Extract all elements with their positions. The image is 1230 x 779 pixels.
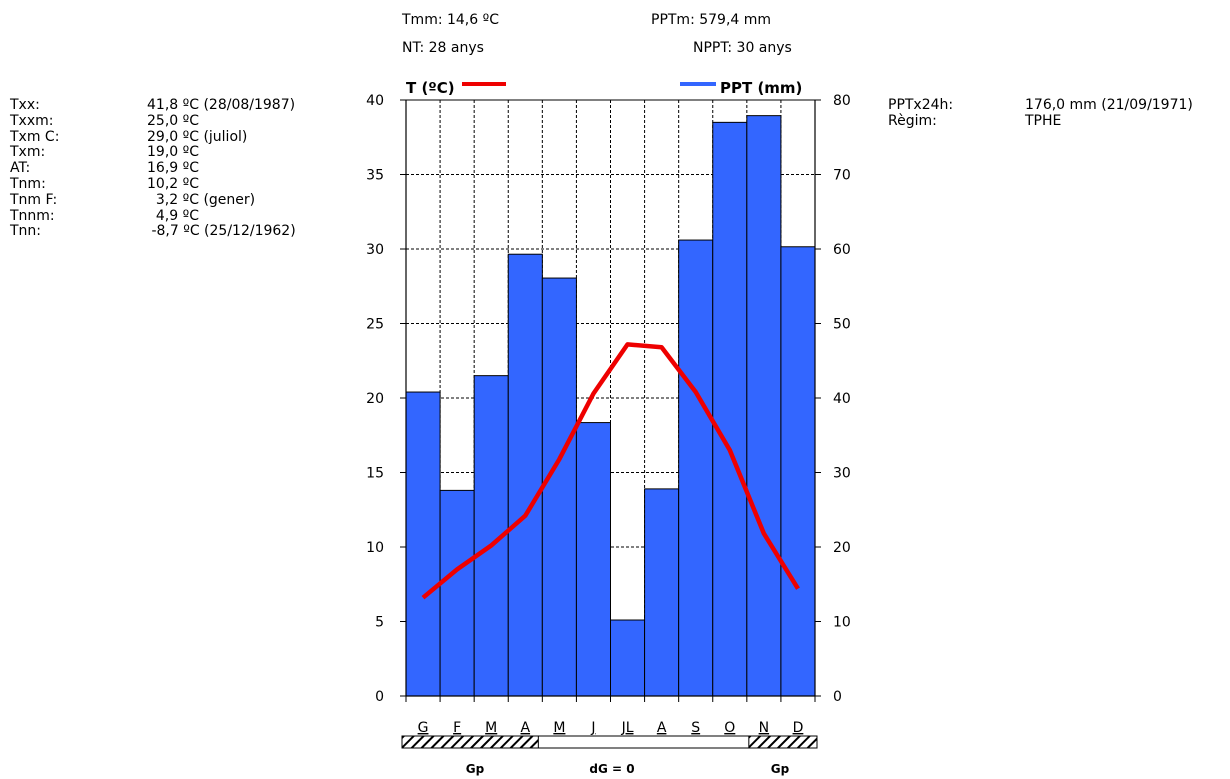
legend-temperature-label: T (ºC) xyxy=(406,79,455,97)
month-label: A xyxy=(657,720,667,736)
precipitation-bar xyxy=(405,391,441,697)
stat-value: -8,7 ºC (25/12/1962) xyxy=(147,223,296,240)
y-right-tick-label: 10 xyxy=(833,615,851,631)
bottom-left-label: Gp xyxy=(466,762,485,776)
precipitation-bar xyxy=(746,115,782,697)
stat-value: TPHE xyxy=(1025,112,1062,129)
stat-key: Tnnm: xyxy=(10,207,55,224)
precipitation-bar xyxy=(712,121,748,697)
bottom-right-label: Gp xyxy=(771,762,790,776)
precipitation-bar xyxy=(780,246,816,697)
y-left-tick-label: 25 xyxy=(366,317,384,333)
precipitation-bar xyxy=(678,239,714,697)
month-label: F xyxy=(453,720,461,736)
hatched-period-start xyxy=(401,735,539,749)
bottom-center-label: dG = 0 xyxy=(589,762,634,776)
y-right-tick-label: 20 xyxy=(833,540,851,556)
legend-precipitation-label: PPT (mm) xyxy=(720,79,802,97)
precipitation-bar xyxy=(644,488,680,697)
stat-value: 16,9 ºC xyxy=(147,160,199,177)
tmm-label: Tmm: 14,6 ºC xyxy=(402,12,499,28)
month-label: J xyxy=(590,720,595,736)
y-left-tick-label: 30 xyxy=(366,242,384,258)
y-left-tick-label: 40 xyxy=(366,93,384,109)
y-left-tick-label: 15 xyxy=(366,466,384,482)
month-label: G xyxy=(418,720,429,736)
month-label: JL xyxy=(621,720,634,736)
y-left-tick-label: 20 xyxy=(366,391,384,407)
y-left-tick-label: 0 xyxy=(375,689,384,705)
y-right-tick-label: 70 xyxy=(833,168,851,184)
month-label: S xyxy=(691,720,700,736)
y-right-tick-label: 50 xyxy=(833,317,851,333)
y-right-tick-label: 60 xyxy=(833,242,851,258)
stat-value: 41,8 ºC (28/08/1987) xyxy=(147,97,296,113)
y-left-tick-label: 35 xyxy=(366,168,384,184)
stat-key: Tnm: xyxy=(10,175,46,192)
precipitation-bar xyxy=(610,619,646,697)
precipitation-bar xyxy=(541,277,577,697)
stat-value: 19,0 ºC xyxy=(147,144,199,161)
stat-key: Txm: xyxy=(10,144,46,161)
stat-value: 4,9 ºC xyxy=(147,207,199,224)
stat-key: Règim: xyxy=(888,112,937,129)
precipitation-bar xyxy=(439,489,475,697)
month-label: M xyxy=(485,720,497,736)
stat-key: Txxm: xyxy=(10,112,54,129)
stat-key: PPTx24h: xyxy=(888,97,954,113)
stat-value: 3,2 ºC (gener) xyxy=(147,191,256,208)
stat-value: 10,2 ºC xyxy=(147,175,199,192)
precipitation-bar xyxy=(575,422,612,697)
y-right-tick-label: 40 xyxy=(833,391,851,407)
stat-key: Tnm F: xyxy=(10,191,58,208)
temperature-line xyxy=(421,342,800,600)
nppt-label: NPPT: 30 anys xyxy=(693,40,792,56)
month-label: O xyxy=(724,720,735,736)
month-label: A xyxy=(521,720,531,736)
y-right-tick-label: 30 xyxy=(833,466,851,482)
stat-key: Txm C: xyxy=(10,128,60,145)
month-label: D xyxy=(793,720,804,736)
month-label: N xyxy=(759,720,769,736)
pptm-label: PPTm: 579,4 mm xyxy=(651,12,772,28)
stat-key: Tnn: xyxy=(10,223,42,240)
y-left-tick-label: 5 xyxy=(375,615,384,631)
stat-value: 176,0 mm (21/09/1971) xyxy=(1025,97,1193,113)
y-right-tick-label: 80 xyxy=(833,93,851,109)
precipitation-bar xyxy=(507,253,543,697)
y-left-tick-label: 10 xyxy=(366,540,384,556)
hatched-period-end xyxy=(748,735,818,749)
month-label: M xyxy=(553,720,565,736)
y-right-tick-label: 0 xyxy=(833,689,842,705)
stat-key: AT: xyxy=(10,160,31,177)
stat-key: Txx: xyxy=(10,97,40,113)
stat-value: 25,0 ºC xyxy=(147,112,199,129)
stat-value: 29,0 ºC (juliol) xyxy=(147,128,248,145)
nt-label: NT: 28 anys xyxy=(402,40,484,56)
